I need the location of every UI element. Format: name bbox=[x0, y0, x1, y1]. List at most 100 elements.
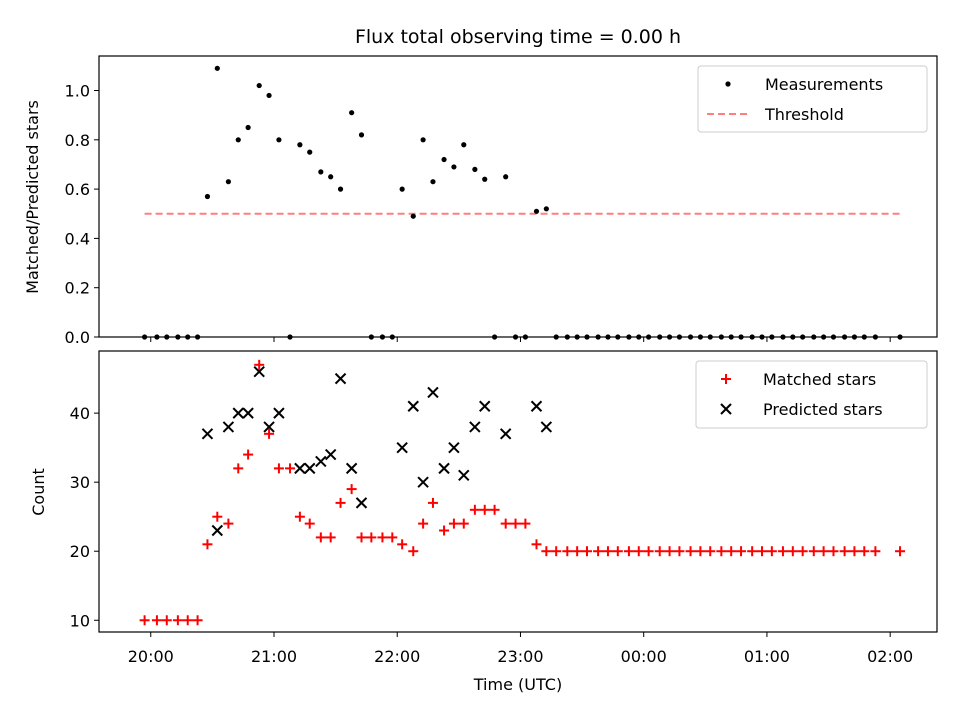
matched-star-point bbox=[808, 546, 819, 557]
measurement-point bbox=[194, 334, 201, 340]
matched-star-point bbox=[551, 546, 562, 557]
measurement-point bbox=[328, 174, 334, 180]
predicted-star-point bbox=[469, 421, 481, 433]
matched-star-point bbox=[839, 546, 850, 557]
matched-star-point bbox=[520, 518, 531, 529]
ratio-y-tick-label: 1.0 bbox=[65, 82, 90, 101]
predicted-star-point bbox=[530, 400, 543, 412]
matched-star-point bbox=[531, 539, 542, 550]
measurement-point bbox=[749, 334, 755, 340]
matched-star-point bbox=[674, 546, 685, 557]
legend-threshold-label: Threshold bbox=[764, 105, 844, 124]
measurement-point bbox=[337, 186, 344, 192]
measurement-point bbox=[707, 334, 713, 340]
legend-predicted-label: Predicted stars bbox=[763, 400, 883, 419]
measurement-point bbox=[811, 334, 817, 340]
x-tick-label: 23:00 bbox=[497, 647, 543, 666]
measurement-point bbox=[697, 334, 703, 340]
ratio-panel: 0.0 0.2 0.4 0.6 0.8 1.0 Matched/Predicted sta… bbox=[23, 55, 938, 347]
predicted-star-point bbox=[438, 462, 450, 475]
measurement-point bbox=[759, 334, 765, 340]
measurement-point bbox=[379, 334, 386, 340]
measurement-point bbox=[368, 334, 374, 340]
matched-star-point bbox=[716, 546, 727, 557]
measurement-point bbox=[482, 176, 488, 182]
measurement-point bbox=[472, 166, 478, 172]
measurement-point bbox=[451, 164, 457, 170]
matched-star-point bbox=[602, 546, 613, 557]
ratio-y-ticks: 0.0 0.2 0.4 0.6 0.8 1.0 bbox=[65, 82, 99, 347]
matched-star-point bbox=[500, 518, 511, 529]
measurement-point bbox=[297, 142, 303, 148]
ratio-x-ticks bbox=[150, 337, 891, 342]
matched-star-point bbox=[439, 525, 450, 536]
matched-star-point bbox=[633, 546, 644, 557]
predicted-star-point bbox=[253, 366, 265, 378]
measurement-point bbox=[235, 137, 241, 143]
predicted-star-point bbox=[540, 421, 553, 433]
matched-star-point bbox=[572, 546, 583, 557]
matched-star-point bbox=[757, 546, 768, 557]
matched-star-point bbox=[212, 511, 223, 522]
matched-star-point bbox=[489, 504, 500, 515]
matched-star-point bbox=[510, 518, 521, 529]
count-legend: Matched stars Predicted stars bbox=[695, 360, 928, 429]
matched-star-point bbox=[223, 518, 234, 529]
matched-star-point bbox=[325, 532, 336, 543]
measurement-point bbox=[204, 193, 211, 200]
matched-star-point bbox=[192, 615, 203, 626]
measurement-point bbox=[491, 334, 498, 340]
ratio-y-tick-label: 0.4 bbox=[65, 229, 90, 248]
measurement-point bbox=[175, 334, 181, 340]
matched-star-point bbox=[612, 546, 623, 557]
x-tick-label: 22:00 bbox=[374, 647, 420, 666]
matched-star-point bbox=[346, 484, 357, 495]
count-legend-box bbox=[695, 360, 928, 429]
ratio-y-tick-label: 0.8 bbox=[65, 131, 90, 150]
matched-star-point bbox=[582, 546, 593, 557]
predicted-star-point bbox=[232, 407, 244, 419]
predicted-star-point bbox=[273, 407, 285, 419]
predicted-star-point bbox=[458, 469, 470, 481]
measurement-point bbox=[841, 334, 848, 340]
measurement-point bbox=[790, 334, 796, 340]
matched-star-point bbox=[285, 463, 296, 474]
matched-star-point bbox=[705, 546, 716, 557]
matched-star-point bbox=[273, 463, 284, 474]
measurement-point bbox=[800, 334, 806, 340]
matched-star-point bbox=[182, 615, 193, 626]
measurement-point bbox=[318, 169, 324, 175]
measurement-point bbox=[441, 156, 447, 163]
matched-star-point bbox=[777, 546, 788, 557]
measurement-point bbox=[512, 334, 519, 340]
predicted-star-point bbox=[448, 441, 460, 454]
matched-star-point bbox=[172, 615, 183, 626]
predicted-star-point bbox=[315, 455, 327, 468]
legend-measurements-marker bbox=[725, 81, 731, 87]
matched-star-point bbox=[418, 518, 429, 529]
measurement-point bbox=[141, 334, 148, 340]
matched-star-point bbox=[202, 539, 213, 550]
x-tick-label: 21:00 bbox=[251, 647, 297, 666]
count-marks bbox=[139, 359, 906, 626]
predicted-star-point bbox=[263, 421, 275, 433]
count-y-tick-label: 40 bbox=[70, 404, 90, 423]
measurement-point bbox=[420, 137, 426, 143]
measurement-point bbox=[349, 110, 355, 116]
measurement-point bbox=[266, 92, 272, 99]
x-tick-label: 01:00 bbox=[744, 647, 790, 666]
matched-star-point bbox=[685, 546, 696, 557]
predicted-star-point bbox=[417, 476, 429, 488]
measurement-point bbox=[821, 334, 827, 340]
matched-star-point bbox=[664, 546, 675, 557]
count-y-tick-label: 10 bbox=[70, 611, 90, 630]
measurement-point bbox=[522, 334, 528, 340]
matched-star-point bbox=[593, 546, 604, 557]
measurement-point bbox=[657, 334, 663, 340]
matched-star-point bbox=[736, 546, 747, 557]
legend-matched-label: Matched stars bbox=[763, 370, 876, 389]
matched-star-point bbox=[828, 546, 839, 557]
measurement-point bbox=[410, 213, 416, 219]
matched-star-point bbox=[797, 546, 808, 557]
measurement-point bbox=[851, 334, 858, 340]
